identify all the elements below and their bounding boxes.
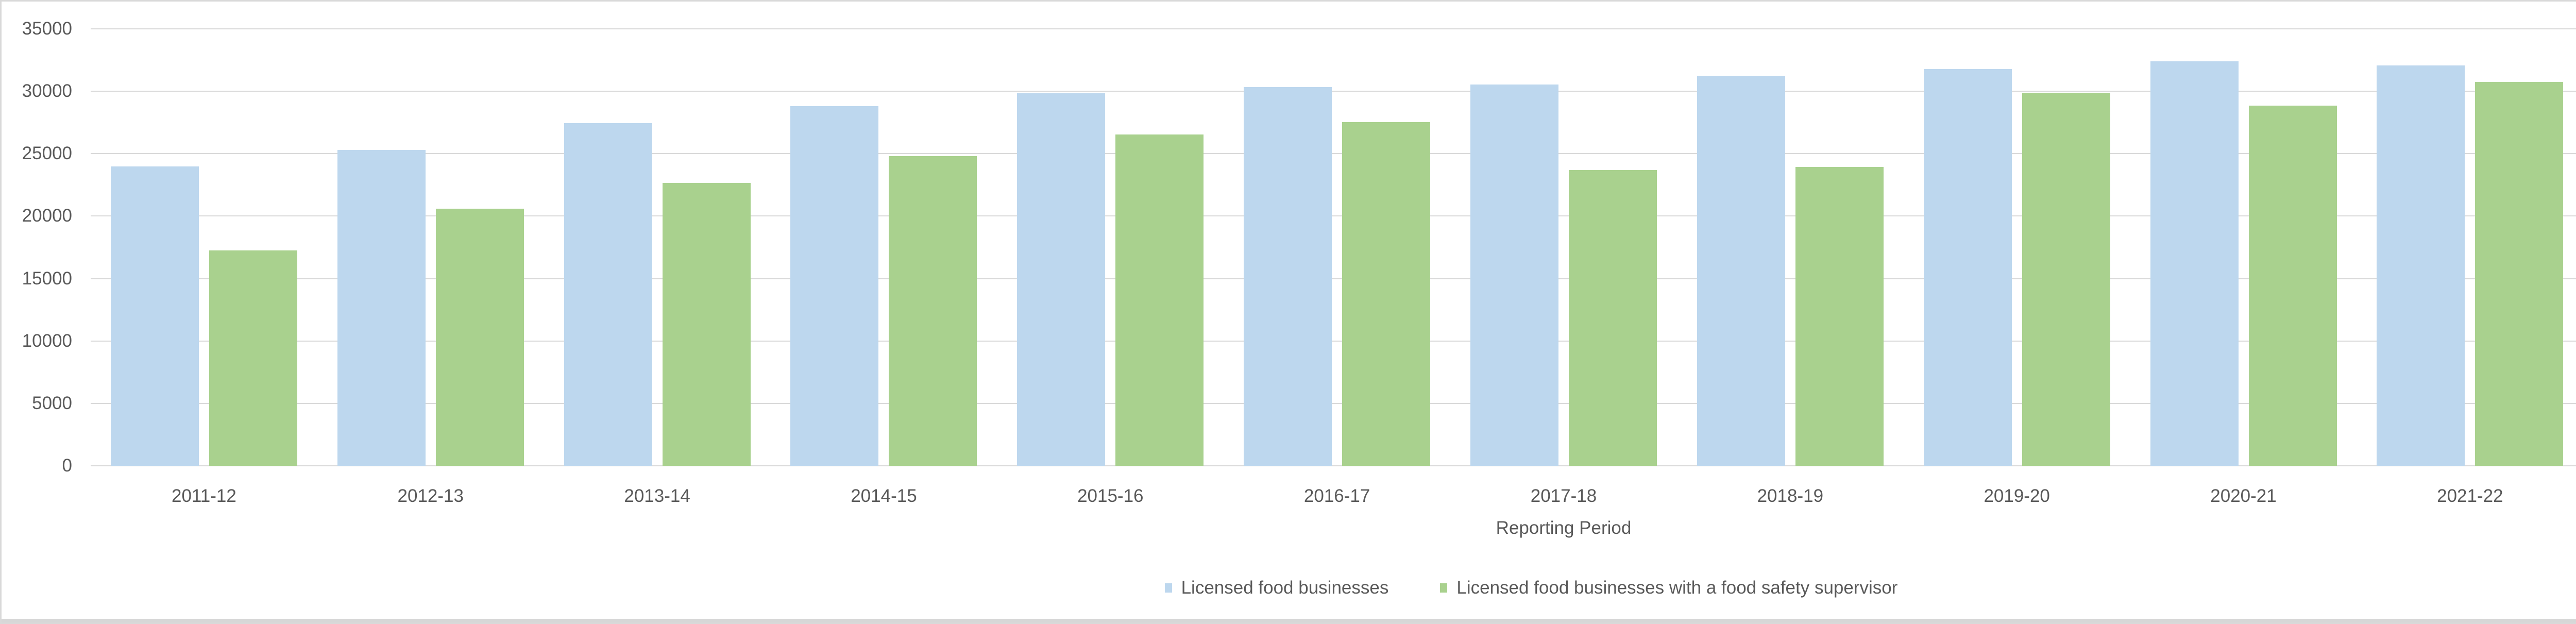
x-axis-label-2018-19: 2018-19: [1757, 486, 1824, 506]
bar-licensed-food-businesses-2021-22: [2377, 65, 2465, 466]
bar-licensed-food-businesses-2017-18: [1470, 84, 1558, 466]
legend-label: Licensed food businesses: [1181, 578, 1389, 598]
bottom-strip: [2, 619, 2576, 622]
x-axis-label-2011-12: 2011-12: [171, 486, 236, 506]
x-axis-label-2019-20: 2019-20: [1984, 486, 2050, 506]
x-axis-title: Reporting Period: [1496, 518, 1632, 538]
category-group-2013-14: [544, 29, 771, 466]
y-axis-tick-label-5000: 5000: [32, 393, 72, 413]
gridline-0: [91, 465, 2576, 466]
y-axis: 0 5000 10000 15000 20000 25000 30000 35000: [2, 19, 72, 476]
bar-licensed-food-businesses-2015-16: [1017, 93, 1106, 466]
gridline-35000: [91, 28, 2576, 29]
bar-licensed-food-businesses-2020-21: [2150, 61, 2239, 466]
category-group-2018-19: [1677, 29, 1904, 466]
category-group-2021-22: [2357, 29, 2576, 466]
legend-swatch-icon: [1440, 583, 1448, 593]
category-group-2012-13: [317, 29, 544, 466]
y-axis-tick-label-25000: 25000: [22, 143, 72, 164]
x-axis-label-2014-15: 2014-15: [851, 486, 917, 506]
x-axis-label-2021-22: 2021-22: [2437, 486, 2503, 506]
category-group-2014-15: [771, 29, 997, 466]
bar-licensed-food-businesses-with-a-food-safety-supervisor-2013-14: [662, 183, 751, 466]
y-axis-tick-label-20000: 20000: [22, 206, 72, 226]
bar-licensed-food-businesses-2013-14: [564, 123, 652, 466]
gridline-10000: [91, 340, 2576, 342]
bars-layer: [91, 29, 2576, 466]
x-axis: 2011-12 2012-13 2013-14 2014-15 2015-16 2016-…: [91, 483, 2576, 509]
x-axis-label-2020-21: 2020-21: [2210, 486, 2277, 506]
category-group-2019-20: [1904, 29, 2130, 466]
category-group-2016-17: [1224, 29, 1450, 466]
bar-licensed-food-businesses-with-a-food-safety-supervisor-2016-17: [1342, 122, 1431, 466]
x-axis-label-2016-17: 2016-17: [1303, 486, 1370, 506]
bar-licensed-food-businesses-with-a-food-safety-supervisor-2018-19: [1795, 166, 1884, 466]
bar-licensed-food-businesses-2014-15: [790, 106, 879, 466]
legend-swatch-icon: [1164, 583, 1172, 593]
bar-licensed-food-businesses-with-a-food-safety-supervisor-2014-15: [889, 156, 977, 466]
x-axis-label-2013-14: 2013-14: [624, 486, 690, 506]
bar-licensed-food-businesses-2016-17: [1244, 87, 1332, 466]
legend-item-licensed-food-businesses-with-a-food-safety-supervisor: Licensed food businesses with a food saf…: [1440, 578, 1897, 598]
y-axis-tick-label-15000: 15000: [22, 268, 72, 289]
bar-licensed-food-businesses-2018-19: [1697, 75, 1785, 466]
y-axis-tick-label-35000: 35000: [22, 19, 72, 39]
x-axis-label-2012-13: 2012-13: [397, 486, 464, 506]
bar-licensed-food-businesses-with-a-food-safety-supervisor-2017-18: [1568, 170, 1657, 466]
y-axis-tick-label-10000: 10000: [22, 330, 72, 351]
x-axis-label-2017-18: 2017-18: [1530, 486, 1597, 506]
y-axis-tick-label-0: 0: [62, 456, 72, 476]
bar-licensed-food-businesses-2019-20: [1923, 69, 2012, 466]
gridline-15000: [91, 278, 2576, 279]
x-axis-label-2015-16: 2015-16: [1077, 486, 1144, 506]
y-axis-tick-label-30000: 30000: [22, 81, 72, 102]
gridline-30000: [91, 91, 2576, 92]
bar-licensed-food-businesses-with-a-food-safety-supervisor-2012-13: [435, 208, 524, 466]
gridline-25000: [91, 153, 2576, 155]
bar-licensed-food-businesses-with-a-food-safety-supervisor-2019-20: [2022, 92, 2110, 466]
bar-licensed-food-businesses-2011-12: [110, 166, 199, 466]
category-group-2020-21: [2130, 29, 2357, 466]
gridline-5000: [91, 402, 2576, 404]
legend-label: Licensed food businesses with a food saf…: [1456, 578, 1898, 598]
category-group-2017-18: [1450, 29, 1677, 466]
gridline-20000: [91, 215, 2576, 217]
legend: Licensed food businesses Licensed food bu…: [2, 578, 2576, 598]
bar-licensed-food-businesses-with-a-food-safety-supervisor-2020-21: [2248, 106, 2337, 466]
legend-item-licensed-food-businesses: Licensed food businesses: [1164, 578, 1389, 598]
category-group-2015-16: [997, 29, 1224, 466]
category-group-2011-12: [91, 29, 317, 466]
bar-licensed-food-businesses-with-a-food-safety-supervisor-2015-16: [1115, 134, 1204, 466]
bar-licensed-food-businesses-with-a-food-safety-supervisor-2011-12: [209, 250, 297, 466]
bar-licensed-food-businesses-with-a-food-safety-supervisor-2021-22: [2475, 81, 2564, 466]
plot-area: [91, 28, 2576, 466]
bar-licensed-food-businesses-2012-13: [337, 150, 426, 466]
